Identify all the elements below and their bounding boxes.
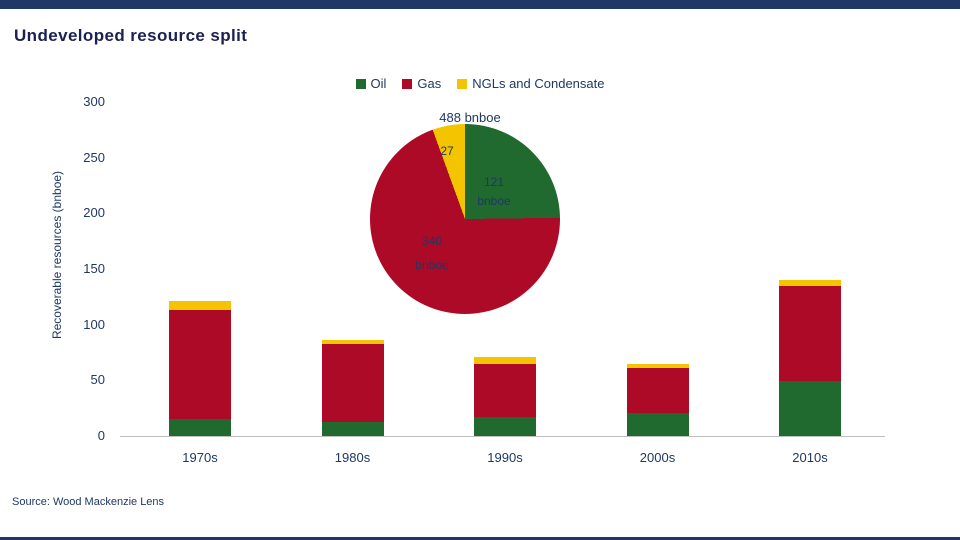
y-tick-150: 150 bbox=[83, 261, 105, 276]
bar-segment-oil bbox=[626, 412, 689, 436]
pie-label-ngl-value: 27 bbox=[440, 144, 454, 158]
bottom-accent-bar bbox=[0, 537, 960, 540]
bar-segment-gas bbox=[169, 310, 231, 420]
legend-item-oil: Oil bbox=[355, 76, 387, 91]
y-tick-0: 0 bbox=[97, 428, 105, 443]
pie-label-gas: 340 bnboe bbox=[402, 229, 462, 277]
x-category-label-1970s: 1970s bbox=[182, 450, 218, 465]
bar-segment-gas bbox=[779, 285, 841, 382]
y-tick-250: 250 bbox=[83, 149, 105, 165]
bar-segment-gas bbox=[626, 368, 689, 413]
y-axis-label: Recoverable resources (bnboe) bbox=[50, 170, 64, 340]
bar-segment-ngls-and-condensate bbox=[626, 363, 689, 369]
y-tick-300: 300 bbox=[83, 94, 105, 109]
pie-total-label: 488 bnboe bbox=[439, 110, 501, 125]
pie-label-ngl: 27 bbox=[432, 142, 462, 161]
legend-item-gas: Gas bbox=[402, 76, 441, 91]
bar-segment-gas bbox=[474, 363, 536, 418]
x-category-label-2000s: 2000s bbox=[639, 450, 676, 465]
bar-segment-gas bbox=[321, 343, 384, 422]
bar-segment-ngls-and-condensate bbox=[169, 301, 231, 311]
legend-swatch-ngls-and-condensate bbox=[457, 78, 468, 89]
bar-segment-oil bbox=[321, 421, 384, 436]
bar-segment-oil bbox=[169, 419, 231, 436]
top-accent-bar bbox=[0, 0, 960, 9]
y-tick-200: 200 bbox=[83, 205, 105, 221]
legend-label-oil: Oil bbox=[370, 76, 387, 91]
x-axis-line bbox=[120, 436, 885, 437]
bar-2000s bbox=[626, 363, 689, 436]
pie-label-oil-unit: bnboe bbox=[477, 194, 511, 208]
bar-1980s bbox=[321, 340, 384, 436]
pie-label-oil: 121 bnboe bbox=[467, 173, 521, 211]
bar-segment-oil bbox=[474, 417, 536, 436]
y-tick-50: 50 bbox=[90, 372, 105, 388]
legend-swatch-oil bbox=[355, 78, 366, 89]
x-category-label-1990s: 1990s bbox=[487, 450, 523, 465]
bar-segment-ngls-and-condensate bbox=[779, 280, 841, 286]
y-tick-100: 100 bbox=[83, 316, 105, 332]
legend-label-ngls-and-condensate: NGLs and Condensate bbox=[472, 76, 605, 91]
bar-1990s bbox=[474, 356, 536, 436]
pie-label-gas-value: 340 bbox=[421, 234, 443, 248]
bar-segment-ngls-and-condensate bbox=[474, 356, 536, 364]
source-note: Source: Wood Mackenzie Lens bbox=[12, 496, 165, 508]
pie-chart bbox=[370, 124, 560, 314]
x-category-label-1980s: 1980s bbox=[334, 450, 371, 465]
bar-2010s bbox=[779, 280, 841, 436]
x-category-label-2010s: 2010s bbox=[792, 450, 828, 465]
legend-swatch-gas bbox=[402, 78, 413, 89]
pie-label-oil-value: 121 bbox=[483, 175, 505, 189]
page-title: Undeveloped resource split bbox=[14, 26, 248, 45]
bar-1970s bbox=[169, 301, 231, 436]
pie-label-gas-unit: bnboe bbox=[415, 258, 449, 272]
legend-label-gas: Gas bbox=[417, 76, 442, 91]
legend-item-ngls-and-condensate: NGLs and Condensate bbox=[457, 76, 605, 91]
bar-segment-oil bbox=[779, 381, 841, 436]
bar-segment-ngls-and-condensate bbox=[321, 340, 384, 344]
legend: Oil Gas NGLs and Condensate bbox=[0, 76, 960, 91]
